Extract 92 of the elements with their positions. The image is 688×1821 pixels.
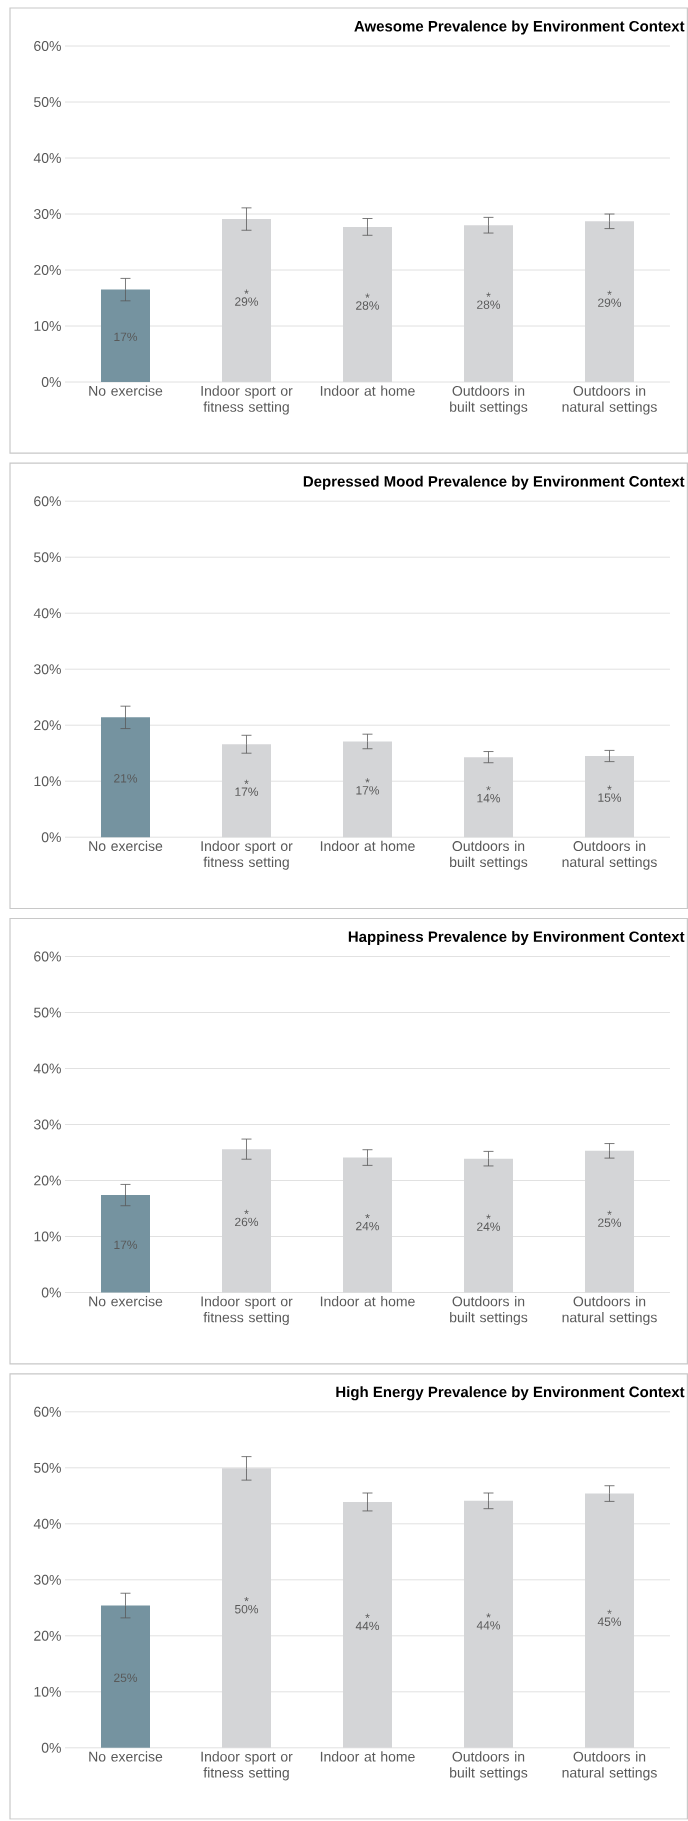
annotation: * xyxy=(244,289,249,294)
annotation: * xyxy=(365,1613,370,1619)
y-tick-label: 20% xyxy=(34,1175,61,1186)
annotation: * xyxy=(244,779,249,784)
annotation: * xyxy=(365,778,370,783)
annotation: * xyxy=(244,1597,249,1602)
data-label: 50% xyxy=(234,1604,259,1614)
data-label: 15% xyxy=(598,793,622,802)
data-label: 29% xyxy=(598,298,622,307)
y-tick-label: 60% xyxy=(34,496,61,507)
chart-title: Awesome Prevalence by Environment Context xyxy=(354,20,685,35)
x-tick-label: No exercise xyxy=(89,1751,163,1762)
y-tick-label: 40% xyxy=(33,1063,61,1074)
y-tick-label: 20% xyxy=(34,720,61,731)
x-tick-label: Outdoors in built settings xyxy=(450,1751,528,1781)
y-tick-label: 0% xyxy=(41,832,61,843)
annotation: * xyxy=(244,1209,249,1215)
chart-title: High Energy Prevalence by Environment Context xyxy=(336,1386,685,1401)
y-tick-label: 10% xyxy=(34,321,61,331)
y-tick-label: 10% xyxy=(34,1686,61,1697)
data-label: 14% xyxy=(477,793,501,803)
y-tick-label: 20% xyxy=(34,1630,61,1641)
y-tick-label: 30% xyxy=(33,1119,61,1130)
annotation: * xyxy=(607,290,612,295)
data-label: 17% xyxy=(235,787,259,796)
y-tick-label: 60% xyxy=(34,951,61,962)
data-label: 44% xyxy=(355,1621,380,1631)
x-tick-label: Outdoors in built settings xyxy=(450,385,528,415)
y-tick-label: 60% xyxy=(34,1406,61,1417)
annotation: * xyxy=(607,1210,612,1215)
data-label: 26% xyxy=(235,1217,259,1227)
y-tick-label: 50% xyxy=(34,1007,61,1018)
y-tick-label: 10% xyxy=(34,1231,61,1242)
x-tick-label: Indoor at home xyxy=(320,1751,415,1762)
x-tick-label: No exercise xyxy=(89,385,163,396)
y-tick-label: 40% xyxy=(33,608,61,619)
x-tick-label: No exercise xyxy=(89,840,163,852)
y-tick-label: 50% xyxy=(34,1462,61,1473)
data-label: 17% xyxy=(356,786,380,795)
y-tick-label: 50% xyxy=(34,97,61,107)
chart-title: Happiness Prevalence by Environment Context xyxy=(348,931,685,945)
data-label: 17% xyxy=(114,332,138,342)
data-label: 29% xyxy=(235,297,259,306)
x-tick-label: Outdoors in built settings xyxy=(450,840,528,870)
data-label: 21% xyxy=(114,774,138,783)
y-tick-label: 0% xyxy=(41,1742,61,1753)
x-tick-label: Indoor at home xyxy=(320,385,415,396)
y-tick-label: 10% xyxy=(34,776,61,787)
y-tick-label: 40% xyxy=(33,1518,61,1529)
annotation: * xyxy=(486,786,491,791)
annotation: * xyxy=(486,1613,491,1618)
y-tick-label: 30% xyxy=(33,1574,61,1585)
data-label: 28% xyxy=(477,300,501,309)
x-tick-label: Indoor sport or fitness setting xyxy=(201,1751,293,1781)
bar xyxy=(101,289,150,383)
data-label: 17% xyxy=(114,1240,138,1249)
y-tick-label: 50% xyxy=(34,552,61,563)
data-label: 45% xyxy=(597,1617,622,1626)
data-label: 24% xyxy=(356,1221,380,1231)
y-tick-label: 0% xyxy=(41,377,61,387)
y-tick-label: 30% xyxy=(33,664,61,675)
y-tick-label: 60% xyxy=(34,41,61,51)
x-tick-label: Outdoors in built settings xyxy=(450,1296,528,1326)
x-tick-label: Outdoors in natural settings xyxy=(562,385,657,415)
data-label: 28% xyxy=(356,301,380,310)
annotation: * xyxy=(607,785,612,790)
x-tick-label: No exercise xyxy=(89,1296,163,1307)
data-label: 44% xyxy=(476,1621,501,1630)
bar xyxy=(101,717,150,838)
data-label: 25% xyxy=(114,1673,138,1682)
data-label: 25% xyxy=(598,1218,622,1227)
annotation: * xyxy=(365,1214,370,1219)
annotation: * xyxy=(486,292,491,297)
annotation: * xyxy=(365,293,370,298)
x-tick-label: Indoor sport or fitness setting xyxy=(201,840,293,870)
bar xyxy=(101,1195,150,1293)
x-tick-label: Outdoors in natural settings xyxy=(562,1296,657,1326)
x-tick-label: Outdoors in natural settings xyxy=(562,1751,657,1781)
y-tick-label: 40% xyxy=(33,153,61,163)
annotation: * xyxy=(486,1214,491,1219)
x-tick-label: Indoor sport or fitness setting xyxy=(201,1296,293,1326)
y-tick-label: 30% xyxy=(33,209,61,219)
bar xyxy=(101,1605,150,1748)
x-tick-label: Outdoors in natural settings xyxy=(562,840,657,870)
chart-title: Depressed Mood Prevalence by Environment Context xyxy=(303,475,685,490)
x-tick-label: Indoor at home xyxy=(320,1296,415,1307)
x-tick-label: Indoor sport or fitness setting xyxy=(201,385,293,415)
annotation: * xyxy=(607,1609,612,1614)
data-label: 24% xyxy=(477,1222,501,1231)
x-tick-label: Indoor at home xyxy=(320,840,415,852)
y-tick-label: 0% xyxy=(41,1287,61,1298)
y-tick-label: 20% xyxy=(34,265,61,275)
